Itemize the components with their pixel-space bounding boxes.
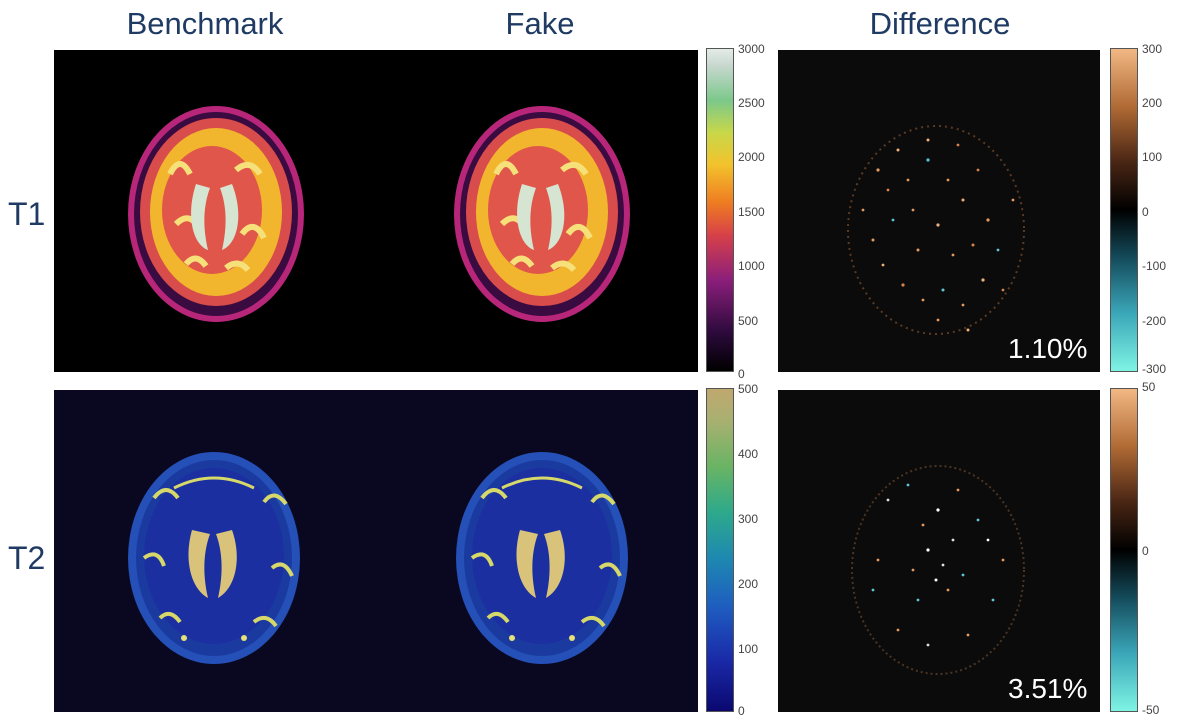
t2-map-tick: 100 xyxy=(738,642,759,656)
fake-column-title: Fake xyxy=(505,6,575,41)
t1-diff-tick: 300 xyxy=(1142,42,1163,56)
t2-fake-brain xyxy=(454,450,630,666)
t2-error-percentage: 3.51% xyxy=(1008,673,1088,704)
t1-diff-tick: 100 xyxy=(1142,150,1163,164)
t2-map-colorbar xyxy=(706,388,734,712)
t2-map-tick: 0 xyxy=(738,704,745,718)
t1-diff-tick: 0 xyxy=(1142,205,1149,219)
t1-difference-colorbar xyxy=(1110,48,1138,372)
t2-map-tick: 200 xyxy=(738,577,759,591)
t2-diff-tick: 0 xyxy=(1142,544,1149,558)
t1-brain-maps xyxy=(54,50,698,372)
t2-row-label: T2 xyxy=(8,540,46,576)
t1-diff-tick: -300 xyxy=(1142,362,1167,376)
t1-difference-panel xyxy=(778,50,1100,372)
t2-benchmark-brain xyxy=(126,450,302,666)
t1-map-tick: 2000 xyxy=(738,150,765,164)
t1-map-colorbar xyxy=(706,48,734,372)
benchmark-column-title: Benchmark xyxy=(126,6,284,41)
t1-map-tick: 1500 xyxy=(738,205,765,219)
t2-brain-maps xyxy=(126,450,630,666)
t1-diff-tick: 200 xyxy=(1142,96,1163,110)
t1-error-percentage: 1.10% xyxy=(1008,333,1088,364)
t2-map-tick: 300 xyxy=(738,512,759,526)
t2-difference-panel xyxy=(778,390,1100,712)
t1-map-tick: 1000 xyxy=(738,259,765,273)
t1-benchmark-brain xyxy=(128,106,304,322)
t1-fake-brain xyxy=(454,106,630,322)
t1-map-tick: 2500 xyxy=(738,96,765,110)
t1-map-panel xyxy=(54,50,698,372)
t2-map-panel xyxy=(54,390,698,712)
t1-map-tick: 3000 xyxy=(738,42,765,56)
t2-diff-tick: 50 xyxy=(1142,380,1156,394)
t2-map-tick: 400 xyxy=(738,447,759,461)
difference-column-title: Difference xyxy=(869,6,1011,41)
t1-row-label: T1 xyxy=(8,196,46,232)
t1-diff-tick: -100 xyxy=(1142,259,1167,273)
t1-difference-speckle xyxy=(861,138,1015,332)
t1-map-tick: 0 xyxy=(738,367,745,381)
t1-diff-tick: -200 xyxy=(1142,314,1167,328)
t2-map-tick: 500 xyxy=(738,382,759,396)
t1-map-tick: 500 xyxy=(738,314,759,328)
t2-difference-speckle xyxy=(871,483,1005,647)
t2-difference-map xyxy=(851,465,1025,675)
t2-difference-colorbar xyxy=(1110,388,1138,712)
t2-diff-tick: -50 xyxy=(1142,703,1160,717)
t1-difference-map xyxy=(847,125,1025,335)
